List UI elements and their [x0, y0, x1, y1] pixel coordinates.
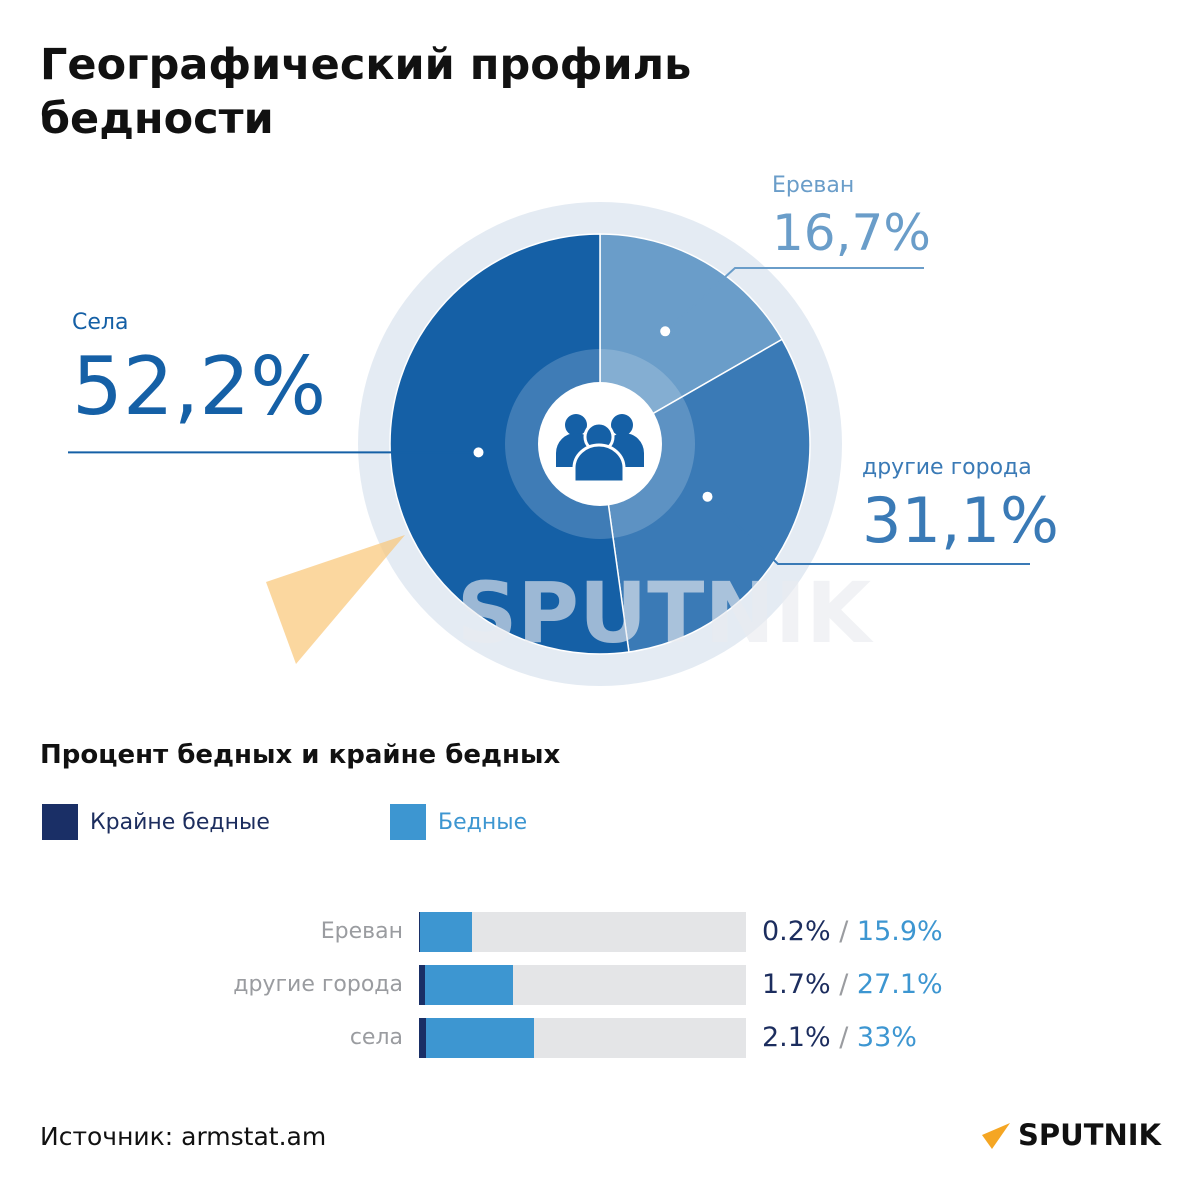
sputnik-logo-text: SPUTNIK	[1018, 1118, 1162, 1152]
bar-row-other-cities: другие города 1.7% / 27.1%	[0, 965, 1199, 1005]
bar-row-sela: села 2.1% / 33%	[0, 1018, 1199, 1058]
pie-slice-yerevan	[599, 233, 784, 446]
bar-poor-yerevan	[419, 912, 472, 952]
value-extreme-sela: 2.1%	[762, 1022, 831, 1053]
bar-values-sela: 2.1% / 33%	[762, 1018, 917, 1058]
legend-label-poor: Бедные	[438, 809, 528, 835]
legend-poor: Бедные	[390, 804, 527, 840]
value-extreme-yerevan: 0.2%	[762, 916, 831, 947]
leader-other-cities-line	[706, 495, 1030, 565]
pie-slice-sela	[389, 233, 630, 655]
bar-chart-title: Процент бедных и крайне бедных	[40, 740, 561, 770]
bar-label-other-cities: другие города	[233, 972, 403, 997]
pie-label-other-cities-value: 31,1%	[862, 484, 1059, 557]
bar-extreme-sela	[419, 1018, 426, 1058]
bar-extreme-yerevan	[419, 912, 420, 952]
title-line-2: бедности	[40, 94, 274, 144]
leader-other-cities-dot	[702, 491, 713, 502]
legend-swatch-extreme-poor	[42, 804, 78, 840]
bar-extreme-other-cities	[419, 965, 425, 1005]
value-poor-sela: 33%	[856, 1022, 917, 1053]
source-note: Источник: armstat.am	[40, 1122, 327, 1151]
bar-row-yerevan: Ереван 0.2% / 15.9%	[0, 912, 1199, 952]
people-icon	[556, 414, 644, 484]
pie-label-other-cities-name: другие города	[862, 455, 1032, 480]
pie-label-sela-value: 52,2%	[72, 340, 327, 433]
sputnik-logo-icon	[982, 1123, 1010, 1149]
value-extreme-other-cities: 1.7%	[762, 969, 831, 1000]
value-separator: /	[839, 916, 849, 947]
bar-track-other-cities	[419, 965, 746, 1005]
pie-label-yerevan: Ереван 16,7%	[772, 173, 931, 258]
bar-label-yerevan: Ереван	[320, 919, 403, 944]
title-line-1: Географический профиль	[40, 40, 692, 90]
value-separator: /	[839, 1022, 849, 1053]
sputnik-logo: SPUTNIK	[980, 1118, 1161, 1152]
pie-label-sela: Села 52,2%	[72, 310, 326, 427]
value-poor-other-cities: 27.1%	[856, 969, 943, 1000]
watermark-text: SPUTNIK	[457, 564, 874, 662]
bar-poor-other-cities	[419, 965, 514, 1005]
leader-yerevan-line	[664, 267, 924, 333]
leader-yerevan-dot	[660, 326, 671, 337]
bar-poor-sela	[419, 1018, 534, 1058]
legend-extreme-poor: Крайне бедные	[42, 804, 270, 840]
legend-label-extreme-poor: Крайне бедные	[90, 809, 270, 835]
value-separator: /	[839, 969, 849, 1000]
leader-sela-dot	[473, 447, 484, 458]
watermark-logo-arrow	[266, 535, 405, 664]
bar-label-sela: села	[349, 1025, 403, 1050]
pie-chart: SPUTNIK	[68, 202, 1030, 686]
pie-label-other-cities: другие города 31,1%	[862, 455, 1059, 552]
pie-leaders	[68, 267, 1030, 565]
pie-label-sela-name: Села	[72, 310, 129, 335]
bar-track-sela	[419, 1018, 746, 1058]
legend-swatch-poor	[390, 804, 426, 840]
page-title: Географический профиль бедности	[40, 38, 840, 146]
bar-track-yerevan	[419, 912, 746, 952]
bar-values-other-cities: 1.7% / 27.1%	[762, 965, 943, 1005]
pie-label-yerevan-name: Ереван	[772, 173, 855, 198]
pie-label-yerevan-value: 16,7%	[772, 204, 931, 262]
bar-values-yerevan: 0.2% / 15.9%	[762, 912, 943, 952]
value-poor-yerevan: 15.9%	[856, 916, 943, 947]
watermark: SPUTNIK	[266, 535, 874, 664]
